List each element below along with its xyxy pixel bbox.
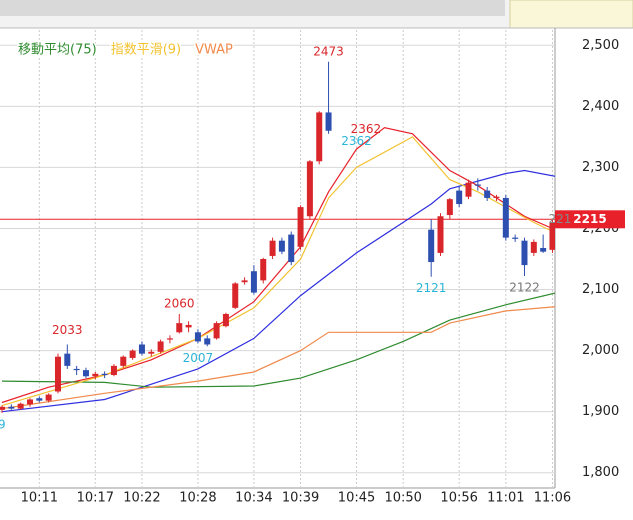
last-price-label: 2215 [573, 212, 606, 226]
candle-body [204, 338, 211, 345]
x-tick-label: 10:39 [282, 491, 319, 506]
candle-body [36, 398, 43, 401]
candle-body [17, 403, 24, 409]
candle-body [0, 406, 5, 410]
candle-body [493, 196, 500, 198]
candle-body [110, 365, 117, 376]
candle-body [540, 248, 547, 252]
y-tick-label: 2,300 [582, 160, 619, 175]
candle-body [437, 216, 444, 253]
x-tick-label: 10:28 [179, 491, 216, 506]
candle-body [288, 234, 295, 263]
candle-body [54, 356, 61, 392]
x-tick-label: 11:06 [534, 491, 571, 506]
candle-body [73, 368, 80, 371]
overview-window[interactable] [509, 0, 633, 29]
y-tick-label: 1,800 [582, 465, 619, 480]
candle-body [194, 332, 201, 342]
x-tick-label: 10:22 [123, 491, 160, 506]
candle-body [45, 394, 52, 401]
candle-body [185, 324, 192, 328]
legend-entry: 指数平滑(9) [111, 43, 181, 58]
annotation: 2362 [351, 122, 382, 136]
candle-body [26, 399, 33, 405]
candle-body [269, 240, 276, 256]
candle-body [8, 406, 15, 409]
y-tick-label: 2,100 [582, 282, 619, 297]
candle-body [456, 190, 463, 205]
candle-body [446, 199, 453, 216]
candle-body [157, 341, 164, 352]
candle-body [502, 197, 509, 238]
y-tick-label: 2,000 [582, 343, 619, 358]
candle-body [250, 271, 257, 293]
candle-body [92, 373, 99, 377]
candle-body [129, 350, 136, 358]
annotation: 2473 [313, 44, 344, 58]
candle-body [512, 237, 519, 239]
candle-body [278, 240, 285, 252]
annotation: 221 [548, 212, 571, 226]
overview-range [0, 0, 505, 16]
plot-area [0, 30, 555, 488]
candle-body [82, 370, 89, 377]
candle-body [213, 323, 220, 339]
candle-body [166, 338, 173, 340]
annotation: 2121 [416, 281, 447, 295]
candle-body [325, 112, 332, 131]
legend-entry: VWAP [195, 43, 233, 58]
candle-body [521, 240, 528, 266]
annotation: 2033 [52, 323, 83, 337]
x-tick-label: 10:17 [77, 491, 114, 506]
candle-body [297, 207, 304, 247]
candle-body [474, 184, 481, 186]
candle-body [306, 161, 313, 217]
annotation: 2060 [164, 296, 195, 310]
candle-body [241, 280, 248, 283]
candle-body [138, 344, 145, 354]
candle-body [176, 323, 183, 333]
x-tick-label: 10:45 [338, 491, 375, 506]
annotation: 2007 [183, 351, 214, 365]
annotation: 2362 [341, 134, 372, 148]
indicator-line [1, 292, 555, 388]
y-tick-label: 2,500 [582, 38, 619, 53]
annotation: 2122 [509, 281, 540, 295]
x-tick-label: 11:01 [487, 491, 524, 506]
candle-body [465, 182, 472, 197]
indicator-line [1, 127, 553, 404]
indicator-line [1, 169, 555, 413]
candle-body [101, 373, 108, 376]
x-tick-label: 10:50 [384, 491, 421, 506]
indicator-line [1, 306, 555, 410]
candle-body [148, 351, 155, 354]
candle-body [484, 190, 491, 198]
candle-body [530, 241, 537, 253]
candle-body [316, 112, 323, 162]
y-tick-label: 2,400 [582, 99, 619, 114]
x-tick-label: 10:11 [21, 491, 58, 506]
x-tick-label: 10:56 [440, 491, 477, 506]
x-tick-label: 10:34 [235, 491, 272, 506]
candle-body [260, 259, 267, 281]
candle-body [64, 353, 71, 366]
y-tick-label: 1,900 [582, 404, 619, 419]
indicator-line [1, 136, 553, 407]
candle-body [222, 313, 229, 327]
legend-entry: 移動平均(75) [18, 43, 97, 58]
candle-body [120, 356, 127, 366]
annotation: 9 [0, 418, 6, 432]
candle-body [549, 222, 555, 250]
last-price-box [555, 210, 625, 229]
candle-body [428, 229, 435, 263]
candle-body [232, 283, 239, 308]
